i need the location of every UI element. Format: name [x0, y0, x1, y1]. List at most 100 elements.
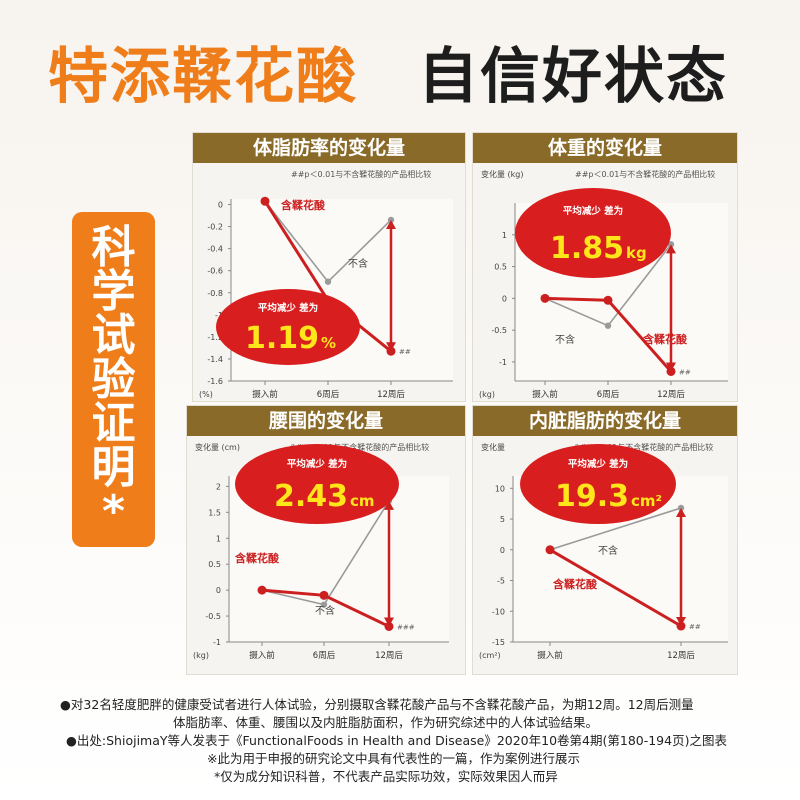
chart-waist: ##p＜0.01与不含鞣花酸的产品相比较 变化量 (cm) 2 1.5 1 0.5 0 -0.…	[193, 442, 449, 661]
significance-mark: ##	[399, 348, 411, 356]
y-tick-label: -0.6	[207, 267, 223, 276]
y-tick-label: -1.4	[207, 355, 223, 364]
y-tick-label: 2	[216, 482, 221, 491]
callout-label: 平均减少 差为	[258, 302, 318, 314]
panel-visceral-fat: 内脏脂肪的变化量 ##p＜0.01与不含鞣花酸的产品相比较 变化量 10 5 0 -5 -1…	[472, 405, 738, 675]
significance-note: ##p＜0.01与不含鞣花酸的产品相比较	[291, 169, 431, 179]
y-tick-label: -1	[215, 311, 223, 320]
arrow-head-bottom	[666, 362, 676, 372]
y-unit-top: 变化量	[481, 442, 505, 452]
y-tick-label: -1.2	[207, 333, 223, 342]
callout-unit: kg	[626, 244, 647, 262]
y-unit-label: (%)	[199, 390, 213, 399]
arrow-head-bottom	[384, 617, 394, 627]
panel-weight: 体重的变化量 ##p＜0.01与不含鞣花酸的产品相比较 变化量 (kg) 1 0.5 0…	[472, 132, 738, 402]
headline: 特添鞣花酸 自信好状态	[0, 28, 800, 112]
y-unit-label: (cm²)	[479, 651, 501, 660]
x-tick-label: 摄入前	[252, 389, 278, 400]
y-tick-label: 10	[495, 484, 505, 493]
y-tick-label: 1	[502, 231, 507, 240]
badge-char: 学	[91, 266, 136, 317]
x-tick-label: 摄入前	[537, 650, 563, 661]
y-tick-label: -0.8	[207, 289, 223, 298]
series-label: 不含	[555, 333, 575, 346]
callout-unit: %	[321, 334, 336, 352]
y-unit-label: (kg)	[193, 651, 209, 660]
callout-value: 1.19	[245, 321, 319, 356]
y-tick-label: -0.2	[207, 223, 223, 232]
headline-right: 自信好状态	[418, 42, 728, 112]
significance-mark: ##	[689, 623, 701, 631]
panel-body-fat: 体脂肪率的变化量 ##p＜0.01与不含鞣花酸的产品相比较 0 -0.2 -0.4 -0…	[192, 132, 466, 402]
y-tick-label: 0	[500, 546, 505, 555]
data-point	[540, 293, 550, 303]
data-point	[603, 295, 613, 305]
badge-char: *	[101, 486, 125, 537]
y-tick-label: 1	[216, 534, 221, 543]
series-label: 含鞣花酸	[642, 332, 688, 346]
y-tick-label: -1	[213, 638, 221, 647]
y-unit-top: 变化量 (kg)	[481, 169, 524, 179]
arrow-head-top	[676, 507, 686, 517]
callout-label: 平均减少 差为	[563, 205, 623, 217]
callout-bubble	[216, 289, 360, 365]
y-tick-label: 0.5	[208, 560, 221, 569]
y-tick-label: -1.6	[207, 377, 223, 386]
footnote-1: ●对32名轻度肥胖的健康受试者进行人体试验，分别摄取含鞣花酸产品与不含鞣花酸产品…	[60, 697, 694, 712]
data-point	[260, 196, 270, 206]
callout-label: 平均减少 差为	[568, 458, 628, 470]
panel-title: 腰围的变化量	[187, 406, 465, 436]
callout-bubble	[235, 444, 399, 524]
y-tick-label: 5	[500, 515, 505, 524]
x-tick-label: 12周后	[667, 650, 695, 661]
data-point	[386, 346, 396, 356]
footnote-5: *仅为成分知识科普，不代表产品实际功效，实际效果因人而异	[214, 769, 558, 784]
callout-value: 2.43	[274, 479, 348, 514]
arrow-head-bottom	[386, 342, 396, 352]
x-tick-label: 12周后	[375, 650, 403, 661]
significance-note: ##p＜0.01与不含鞣花酸的产品相比较	[289, 442, 429, 452]
y-unit-label: (kg)	[479, 390, 495, 399]
data-point	[324, 278, 332, 285]
y-tick-label: 0	[216, 586, 221, 595]
callout-bubble	[520, 444, 676, 524]
badge-char: 证	[91, 398, 136, 449]
significance-mark: ##	[679, 368, 691, 376]
x-tick-label: 12周后	[377, 389, 405, 400]
y-tick-label: -5	[497, 577, 505, 586]
x-tick-label: 6周后	[597, 389, 620, 400]
x-tick-label: 12周后	[657, 389, 685, 400]
panel-title: 内脏脂肪的变化量	[473, 406, 737, 436]
data-point	[604, 322, 612, 329]
panel-title: 体重的变化量	[473, 133, 737, 163]
badge-char: 科	[91, 222, 136, 273]
x-tick-label: 6周后	[317, 389, 340, 400]
series-label: 不含	[348, 257, 368, 270]
y-tick-label: 0	[218, 201, 223, 210]
chart-visceral-fat: ##p＜0.01与不含鞣花酸的产品相比较 变化量 10 5 0 -5 -10 -15 (cm²)…	[479, 442, 728, 661]
callout-label: 平均减少 差为	[287, 458, 347, 470]
footnote-4: ※此为用于申报的研究论文中具有代表性的一篇，作为案例进行展示	[207, 751, 580, 766]
significance-note: ##p＜0.01与不含鞣花酸的产品相比较	[573, 442, 713, 452]
series-line	[549, 548, 682, 628]
footnote-3: ●出处:ShiojimaY等人发表于《FunctionalFoods in He…	[66, 733, 727, 748]
series-label: 不含	[315, 604, 335, 617]
y-unit-top: 变化量 (cm)	[195, 442, 240, 452]
series-line	[549, 507, 682, 551]
arrow-head-top	[386, 219, 396, 229]
arrow-head-top	[666, 244, 676, 254]
y-tick-label: -10	[492, 607, 505, 616]
x-tick-label: 摄入前	[249, 650, 275, 661]
chart-weight: ##p＜0.01与不含鞣花酸的产品相比较 变化量 (kg) 1 0.5 0 -0.5 -1 (…	[479, 169, 728, 400]
data-point	[676, 621, 686, 631]
data-point	[319, 590, 329, 600]
chart-body-fat: ##p＜0.01与不含鞣花酸的产品相比较 0 -0.2 -0.4 -0.6 -0.8 -1 -…	[199, 169, 453, 400]
y-tick-label: -0.5	[491, 326, 507, 335]
callout-unit: cm	[350, 492, 375, 510]
x-tick-label: 摄入前	[532, 389, 558, 400]
callout-bubble	[515, 188, 671, 278]
significance-mark: ###	[397, 623, 415, 631]
badge-char: 明	[91, 442, 136, 493]
arrow-head-bottom	[676, 617, 686, 627]
arrow-head-top	[384, 500, 394, 510]
